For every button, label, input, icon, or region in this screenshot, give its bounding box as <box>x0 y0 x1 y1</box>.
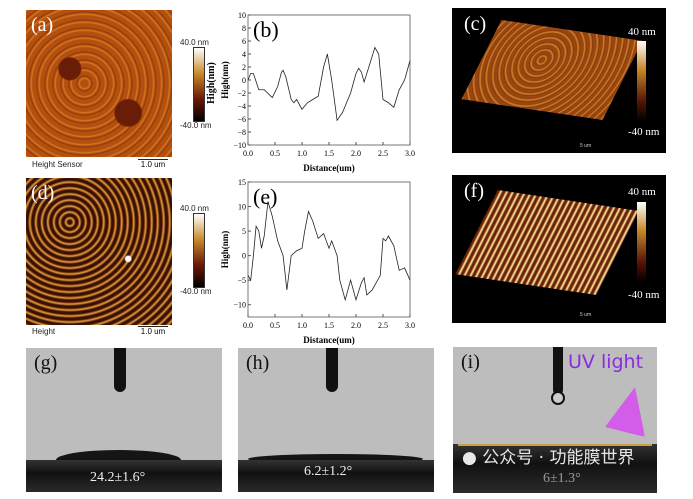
colorbar-a <box>193 47 205 122</box>
colorbar-min: -40.0 nm <box>180 121 212 130</box>
scale-bar-a: 1.0 um <box>138 159 168 169</box>
panel-label-a: (a) <box>31 14 54 36</box>
x-tick-label: 1.5 <box>324 149 334 158</box>
panel-label-i: (i) <box>461 351 480 373</box>
colorbar-min: -40 nm <box>628 126 660 138</box>
x-tick-label: 2.0 <box>351 321 361 330</box>
afm-image-d <box>26 178 172 325</box>
line-chart-b: 0.0 0.5 1.0 1.5 2.0 2.5 3.0 −10 −8 −6 −4 −2 0 2 4 6 8 10 (… <box>220 11 415 173</box>
y-tick-label: −10 <box>233 301 246 310</box>
uv-beam-icon <box>605 387 645 437</box>
contact-angle-value: 6±1.3° <box>543 471 581 486</box>
colorbar-max: 40 nm <box>628 26 656 38</box>
contact-angle-g: (g) 24.2±1.6° <box>26 348 222 492</box>
colorbar-d <box>193 213 205 288</box>
y-tick-label: −8 <box>237 128 246 137</box>
y-tick-label: 6 <box>242 37 246 46</box>
y-tick-label: 5 <box>242 227 246 236</box>
x-tick-label: 1.0 <box>297 149 307 158</box>
x-axis-label: Distance(um) <box>303 163 355 173</box>
x-tick-label: 0.0 <box>243 321 253 330</box>
panel-label-c: (c) <box>464 13 487 35</box>
y-axis-label: High(nm) <box>220 61 230 99</box>
contact-angle-i: UV light (i) 6±1.3° <box>453 347 657 493</box>
afm-3d-c: (c) 40 nm -40 nm 5 um <box>452 8 666 153</box>
x-tick-label: 2.0 <box>351 149 361 158</box>
watermark-text: 公众号 · 功能膜世界 <box>482 448 635 468</box>
contact-angle-h: (h) 6.2±1.2° <box>238 348 434 492</box>
contact-angle-value: 6.2±1.2° <box>304 464 353 479</box>
y-tick-label: 10 <box>238 11 246 20</box>
scale-bar-d: 1.0 um <box>138 326 168 336</box>
axis-unit: 5 um <box>580 312 592 318</box>
y-tick-label: −6 <box>237 115 246 124</box>
y-tick-label: 4 <box>242 50 246 59</box>
panel-label-d: (d) <box>31 182 55 204</box>
x-tick-label: 2.5 <box>378 149 388 158</box>
y-tick-label: 2 <box>242 63 246 72</box>
y-tick-label: −10 <box>233 141 246 150</box>
colorbar-min: -40.0 nm <box>180 287 212 296</box>
caption-d: Height <box>32 327 56 336</box>
x-tick-label: 3.0 <box>405 149 415 158</box>
panel-label: (b) <box>253 17 279 42</box>
x-tick-label: 3.0 <box>405 321 415 330</box>
y-tick-label: 0 <box>242 76 246 85</box>
caption-a: Height Sensor <box>32 160 83 169</box>
afm-3d-f: (f) 40 nm -40 nm 5 um <box>452 175 666 323</box>
y-tick-label: −2 <box>237 89 246 98</box>
data-line <box>247 201 411 302</box>
wechat-icon: ● <box>462 448 477 468</box>
line-chart-e: 0.0 0.5 1.0 1.5 2.0 2.5 3.0 −10 −5 0 5 10 15 (e) Dista… <box>220 178 415 345</box>
x-axis-label: Distance(um) <box>303 335 355 345</box>
x-tick-label: 0.0 <box>243 149 253 158</box>
panel-label-g: (g) <box>34 352 58 374</box>
y-tick-label: 8 <box>242 24 246 33</box>
y-tick-label: −5 <box>237 276 246 285</box>
watermark: ● 公众号 · 功能膜世界 <box>462 448 634 468</box>
colorbar-c <box>637 41 646 121</box>
axis-unit: 5 um <box>580 143 592 149</box>
x-tick-label: 0.5 <box>270 321 280 330</box>
y-tick-label: 15 <box>238 178 246 187</box>
colorbar-f <box>637 202 646 282</box>
uv-light-label: UV light <box>568 351 644 373</box>
panel-label-h: (h) <box>246 352 270 374</box>
x-tick-label: 1.0 <box>297 321 307 330</box>
colorbar-max: 40.0 nm <box>180 38 209 47</box>
y-axis-label: High(nm) <box>220 231 230 269</box>
data-line <box>247 46 411 122</box>
x-tick-label: 0.5 <box>270 149 280 158</box>
x-tick-label: 1.5 <box>324 321 334 330</box>
colorbar-title: High(nm) <box>206 62 217 104</box>
y-tick-label: 10 <box>238 203 246 212</box>
y-tick-label: −4 <box>237 102 246 111</box>
colorbar-min: -40 nm <box>628 289 660 301</box>
colorbar-max: 40.0 nm <box>180 204 209 213</box>
panel-label: (e) <box>253 184 277 209</box>
colorbar-max: 40 nm <box>628 186 656 198</box>
afm-image-a <box>26 10 172 157</box>
x-tick-label: 2.5 <box>378 321 388 330</box>
panel-label-f: (f) <box>464 180 484 202</box>
y-tick-label: 0 <box>242 252 246 261</box>
contact-angle-value: 24.2±1.6° <box>90 470 146 485</box>
